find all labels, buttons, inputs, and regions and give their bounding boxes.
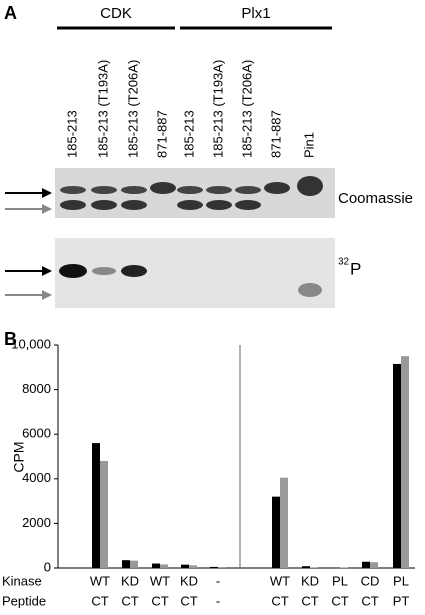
band (60, 200, 86, 210)
panel-label: A (4, 3, 17, 23)
bar (122, 560, 130, 568)
y-axis-label: CPM (11, 441, 27, 472)
x-tick-label: CT (180, 593, 197, 608)
group-label: Plx1 (241, 5, 270, 22)
x-tick-label: CT (331, 593, 348, 608)
y-tick-label: 2000 (22, 515, 51, 530)
band (59, 264, 87, 278)
x-tick-label: WT (90, 573, 110, 588)
y-tick-label: 8000 (22, 381, 51, 396)
band (121, 265, 147, 277)
lane-label: 185-213 (181, 110, 196, 158)
lane-label: 871-887 (268, 110, 283, 158)
row-label: Kinase (2, 573, 42, 588)
x-tick-label: KD (180, 573, 198, 588)
y-tick-label: 10,000 (11, 336, 51, 351)
arrows (5, 188, 52, 300)
bar (302, 566, 310, 568)
bar (362, 561, 370, 568)
y-tick-label: 0 (44, 559, 51, 574)
band (91, 200, 117, 210)
x-tick-label: PT (393, 593, 410, 608)
band (297, 176, 323, 196)
panel-label: B (4, 329, 17, 349)
band (235, 200, 261, 210)
lane-label: 871-887 (154, 110, 169, 158)
bar (152, 563, 160, 568)
lane-label: 185-213 (64, 110, 79, 158)
bar (160, 564, 168, 568)
isotope-label: P (350, 259, 361, 278)
bar (332, 567, 340, 569)
bar (310, 567, 318, 568)
band (92, 267, 116, 275)
bar (218, 567, 226, 568)
x-tick-label: CD (361, 573, 380, 588)
x-tick-label: PL (393, 573, 409, 588)
x-tick-label: KD (301, 573, 319, 588)
band (121, 186, 147, 194)
bar (181, 564, 189, 568)
bar (189, 565, 197, 568)
band (298, 283, 322, 297)
x-tick-label: CT (301, 593, 318, 608)
band (177, 186, 203, 194)
x-tick-label: WT (150, 573, 170, 588)
bar (340, 567, 348, 569)
row-label: Peptide (2, 593, 46, 608)
group-label: CDK (100, 5, 132, 22)
bar (210, 566, 218, 568)
band (206, 186, 232, 194)
x-tick-label: WT (270, 573, 290, 588)
bar (100, 460, 108, 568)
stain-label: Coomassie (338, 190, 413, 207)
y-tick-label: 4000 (22, 470, 51, 485)
bar (92, 443, 100, 568)
bar (393, 363, 401, 568)
band (177, 200, 203, 210)
band (206, 200, 232, 210)
band (91, 186, 117, 194)
bar (272, 496, 280, 568)
x-tick-label: - (216, 573, 220, 588)
band (150, 182, 176, 194)
lane-label: 185-213 (T206A) (239, 60, 254, 158)
band (121, 200, 147, 210)
bands (59, 176, 323, 297)
x-tick-label: CT (91, 593, 108, 608)
band (235, 186, 261, 194)
x-tick-label: CT (151, 593, 168, 608)
lane-label: 185-213 (T193A) (95, 60, 110, 158)
bar (130, 560, 138, 568)
y-tick-label: 6000 (22, 426, 51, 441)
x-tick-label: CT (361, 593, 378, 608)
x-tick-label: KD (121, 573, 139, 588)
bar (370, 562, 378, 568)
x-tick-label: CT (271, 593, 288, 608)
x-tick-label: PL (332, 573, 348, 588)
lane-label: Pin1 (301, 132, 316, 158)
lane-label: 185-213 (T206A) (125, 60, 140, 158)
bar (401, 356, 409, 568)
x-tick-label: CT (121, 593, 138, 608)
band (264, 182, 290, 194)
bar (280, 477, 288, 568)
lane-label: 185-213 (T193A) (210, 60, 225, 158)
band (60, 186, 86, 194)
isotope-superscript: 32 (338, 257, 350, 268)
x-tick-label: - (216, 593, 220, 608)
